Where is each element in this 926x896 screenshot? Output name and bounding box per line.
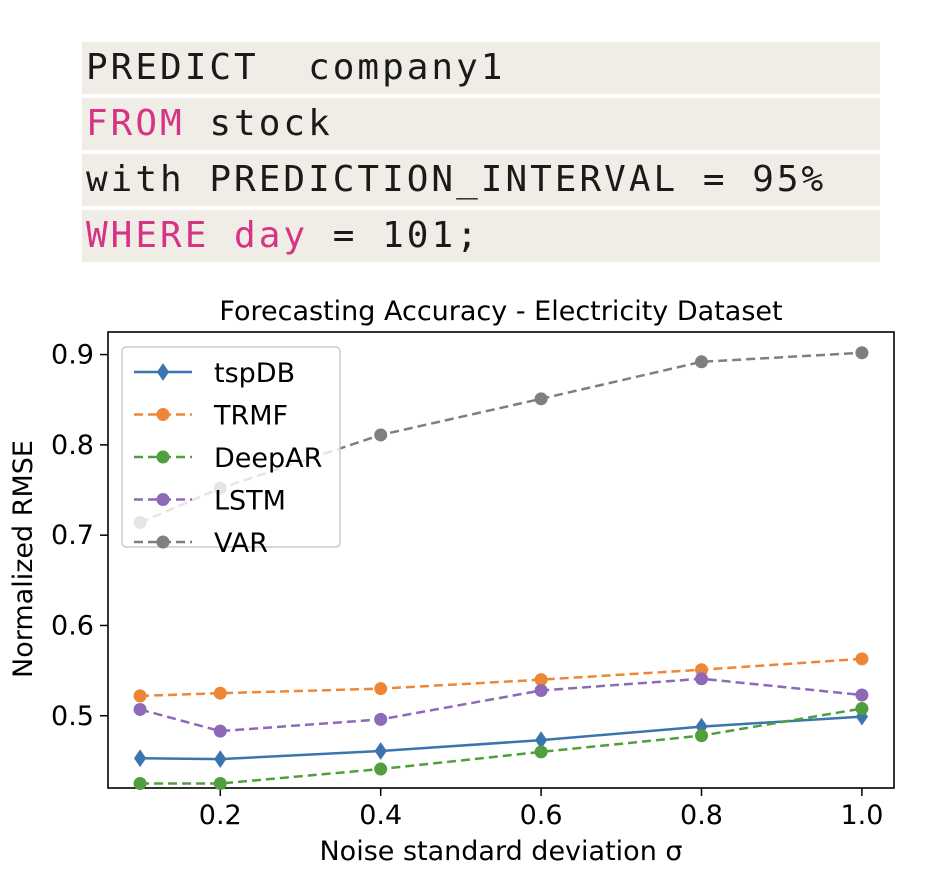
code-text: PREDICT company1 [86, 47, 506, 88]
data-point-trmf [534, 673, 548, 687]
y-tick-label: 0.7 [51, 520, 94, 551]
data-point-tspdb [133, 749, 147, 768]
x-tick-label: 0.4 [359, 800, 402, 831]
y-tick-label: 0.9 [51, 340, 94, 371]
code-line-2: FROM stock [82, 98, 880, 150]
plot-area: 0.2 0.4 0.6 0.8 1.0 0.5 0.6 0.7 0.8 0.9 tspDB TRMF D… [51, 331, 895, 831]
data-point-var [374, 428, 388, 442]
data-point-lstm [374, 712, 388, 726]
legend-box [121, 346, 341, 548]
data-point-tspdb [374, 742, 387, 760]
code-text: = 101; [308, 215, 481, 256]
legend-marker [156, 450, 170, 464]
data-point-deepar [133, 776, 147, 790]
data-point-lstm [133, 702, 147, 716]
code-text: stock [184, 103, 333, 144]
data-point-trmf [855, 652, 869, 666]
x-axis-label: Noise standard deviation σ [319, 836, 682, 867]
legend-marker [156, 408, 170, 421]
data-point-lstm [534, 683, 548, 697]
data-point-lstm [855, 688, 869, 702]
data-point-deepar [534, 745, 548, 759]
code-line-4: WHERE day = 101; [82, 210, 880, 262]
legend-label: tspDB [214, 358, 295, 389]
code-line-3: with PREDICTION_INTERVAL = 95% [82, 154, 880, 206]
data-point-var [534, 392, 548, 406]
legend-marker [156, 493, 170, 506]
legend-label: LSTM [214, 486, 286, 517]
x-tick-label: 0.2 [199, 800, 242, 831]
chart-title: Forecasting Accuracy - Electricity Datas… [219, 296, 782, 327]
legend-label: DeepAR [214, 443, 322, 474]
data-point-var [855, 346, 869, 360]
code-line-1: PREDICT company1 [82, 42, 880, 94]
y-axis-label: Normalized RMSE [8, 440, 39, 678]
y-tick-label: 0.6 [51, 610, 94, 641]
data-point-deepar [213, 776, 227, 790]
plot-frame [107, 331, 895, 789]
data-point-trmf [374, 682, 388, 696]
legend-marker [156, 363, 170, 381]
code-text: with PREDICTION_INTERVAL = 95% [86, 159, 827, 200]
data-point-trmf [695, 663, 709, 677]
series-line-tspdb [140, 715, 862, 761]
data-point-trmf [133, 689, 147, 703]
code-keyword: FROM [86, 103, 185, 144]
data-point-tspdb [214, 750, 227, 768]
data-point-deepar [695, 729, 709, 743]
x-tick-label: 1.0 [840, 800, 883, 831]
series-line-deepar [140, 707, 863, 785]
line-chart: Forecasting Accuracy - Electricity Datas… [8, 296, 895, 867]
y-tick-label: 0.5 [51, 701, 94, 732]
data-point-lstm [213, 724, 227, 738]
data-point-trmf [213, 686, 227, 700]
legend-marker [156, 535, 170, 549]
series-line-lstm [139, 677, 863, 733]
series-line-trmf [140, 657, 863, 698]
data-point-var [695, 355, 709, 369]
y-tick-label: 0.8 [51, 430, 94, 461]
data-point-lstm [695, 672, 709, 686]
x-tick-label: 0.8 [680, 800, 723, 831]
x-tick-label: 0.6 [520, 800, 563, 831]
legend-label: VAR [214, 528, 268, 559]
data-point-deepar [374, 762, 388, 776]
data-point-deepar [855, 702, 869, 716]
legend-label: TRMF [213, 401, 288, 432]
code-keyword: WHERE day [86, 215, 309, 256]
